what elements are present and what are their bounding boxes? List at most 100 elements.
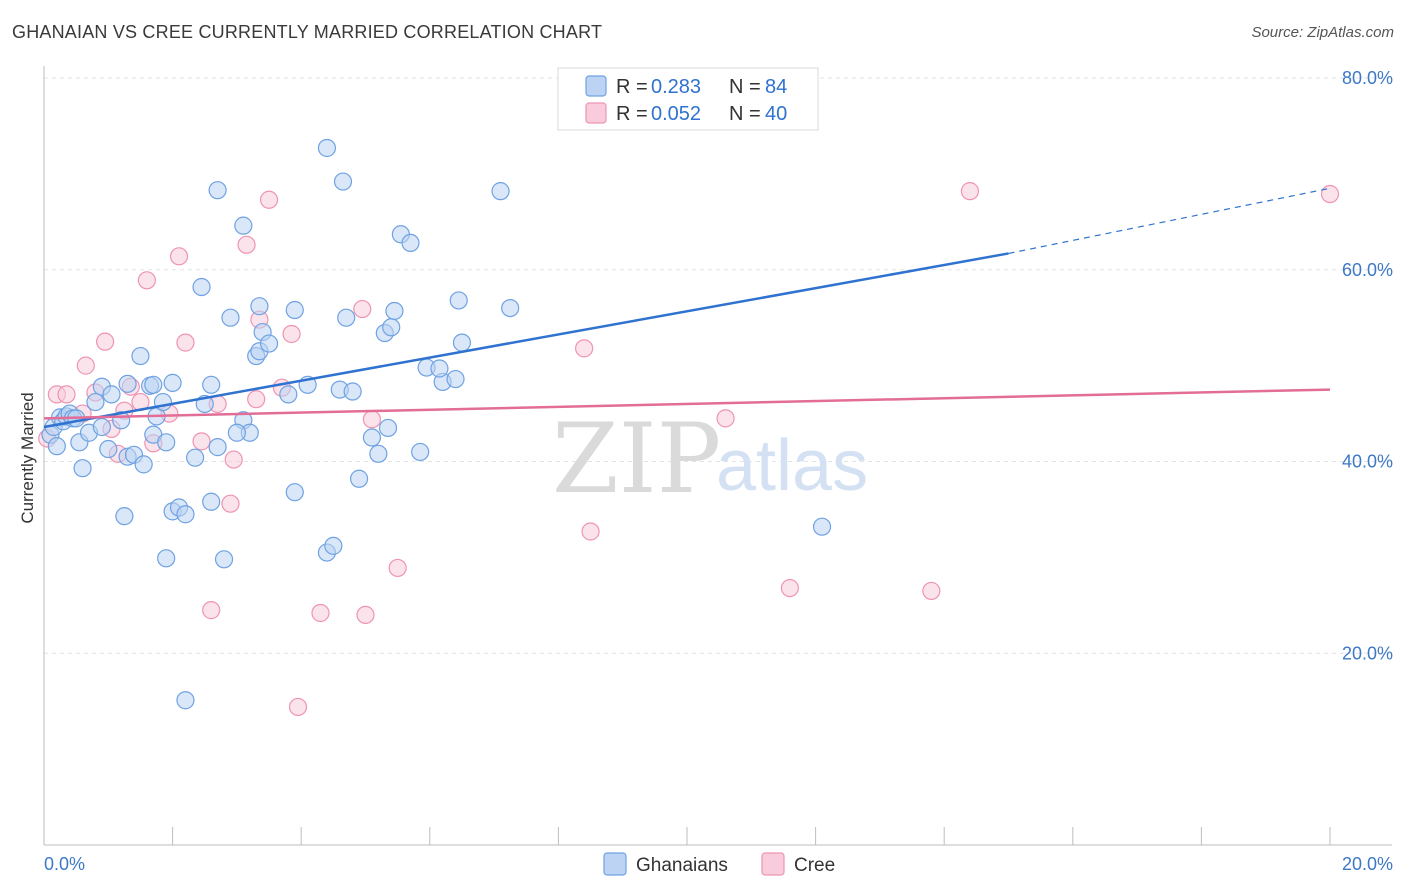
legend-swatch-ghanaians [585,75,607,97]
data-point-cree [353,299,372,319]
data-point-ghanaians [208,438,227,457]
data-point-ghanaians [99,439,118,459]
data-point-cree [176,333,195,352]
data-point-cree [575,339,594,358]
y-tick-label: 80.0% [1342,68,1393,88]
data-point-cree [237,235,256,254]
axes [43,66,1392,846]
data-point-ghanaians [250,297,269,316]
bottom-legend-swatch-ghanaians [603,852,627,876]
y-tick-labels: 80.0% 60.0% 40.0% 20.0% [1342,68,1393,663]
trend-lines [43,187,1331,429]
data-point-ghanaians [214,550,234,569]
data-point-ghanaians [163,373,182,392]
legend-n-value-cree: 40 [765,103,787,125]
data-point-cree [388,558,407,578]
data-point-cree [95,332,115,351]
bottom-legend-label-cree: Cree [794,855,835,876]
data-point-cree [259,190,279,209]
y-tick-label: 60.0% [1342,260,1393,280]
data-point-ghanaians [144,375,163,394]
y-tick-label: 40.0% [1342,452,1393,472]
data-point-ghanaians [186,448,205,467]
data-point-ghanaians [176,505,195,524]
watermark-atlas: atlas [716,426,868,506]
data-point-ghanaians [324,536,343,555]
data-point-cree [581,522,600,541]
data-point-ghanaians [333,172,353,191]
data-point-ghanaians [285,300,304,320]
bottom-legend-label-ghanaians: Ghanaians [636,855,728,876]
trend-line-ghanaians-extrapolated [1008,187,1331,255]
data-point-cree [362,410,382,429]
data-point-ghanaians [131,346,150,366]
data-point-cree [716,409,735,428]
watermark: ZIP atlas [552,403,868,515]
data-point-ghanaians [118,374,137,393]
data-point-cree [922,581,941,601]
trend-line-ghanaians [43,252,1009,429]
data-point-ghanaians [349,469,369,488]
data-point-ghanaians [362,428,382,447]
chart-title: GHANAIAN VS CREE CURRENTLY MARRIED CORRE… [12,22,603,42]
data-point-ghanaians [382,318,401,337]
data-point-ghanaians [501,299,520,318]
data-point-cree [192,432,211,451]
data-point-ghanaians [202,492,221,511]
data-point-cree [311,603,330,623]
data-point-ghanaians [115,507,134,526]
legend-swatch-cree [585,102,607,124]
data-point-cree [288,697,308,717]
data-point-cree [169,247,189,266]
legend-n-label-ghanaians: N = [729,76,761,98]
data-point-ghanaians [92,417,111,437]
data-point-ghanaians [446,369,465,389]
legend-r-label-ghanaians: R = [616,76,648,98]
data-point-cree [137,271,156,290]
data-point-ghanaians [411,442,430,462]
legend-n-value-ghanaians: 84 [765,76,787,98]
legend-n-label-cree: N = [729,103,761,125]
data-point-cree [57,385,76,404]
data-point-cree [356,605,375,625]
data-point-ghanaians [134,455,153,474]
data-point-ghanaians [234,216,253,235]
trend-line-cree [43,388,1331,420]
data-point-ghanaians [227,423,246,442]
data-point-ghanaians [343,382,362,401]
legend-r-label-cree: R = [616,103,648,125]
data-point-ghanaians [337,308,356,327]
data-point-ghanaians [452,333,472,352]
data-point-ghanaians [202,375,221,394]
data-point-ghanaians [102,385,121,404]
data-point-ghanaians [86,392,105,412]
watermark-zip: ZIP [552,403,721,515]
data-point-ghanaians [449,291,468,310]
data-point-ghanaians [401,233,420,253]
data-point-ghanaians [491,182,510,201]
bottom-legend: Ghanaians Cree [603,852,835,876]
data-point-ghanaians [192,277,211,297]
x-tick-label: 20.0% [1342,854,1393,874]
legend: R = 0.283 N = 84 R = 0.052 N = 40 [557,67,819,131]
data-point-ghanaians [208,181,227,200]
data-point-cree [247,390,266,409]
data-point-cree [221,494,240,513]
data-point-cree [282,324,301,344]
data-point-ghanaians [259,334,279,353]
data-point-ghanaians [47,437,66,456]
data-point-cree [960,182,980,201]
bottom-legend-swatch-cree [761,852,785,876]
data-point-ghanaians [378,418,398,438]
data-point-ghanaians [73,459,92,478]
series-ghanaians-points [41,138,832,710]
data-point-cree [202,601,221,620]
data-point-ghanaians [279,385,298,404]
legend-r-value-cree: 0.052 [651,103,701,125]
data-point-ghanaians [157,549,176,568]
gridlines [44,77,1392,654]
data-point-ghanaians [812,517,832,536]
data-point-ghanaians [176,691,195,710]
legend-r-value-ghanaians: 0.283 [651,76,701,98]
